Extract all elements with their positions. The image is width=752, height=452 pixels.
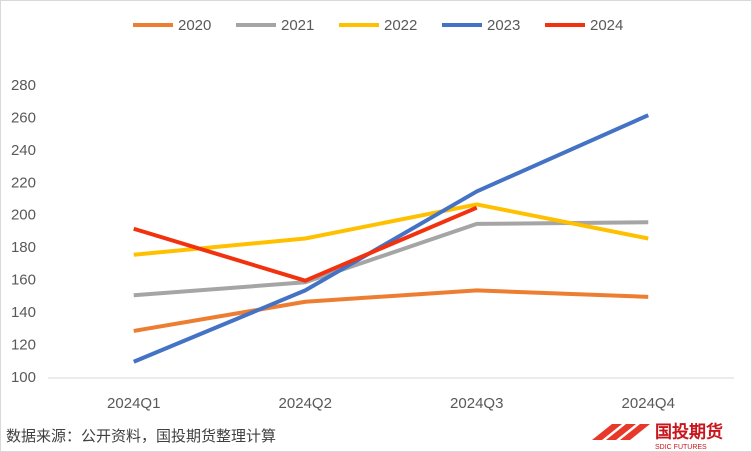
legend-label: 2023	[487, 17, 520, 34]
y-tick-label: 200	[11, 207, 36, 224]
series-line	[133, 202, 649, 257]
x-tick-label: 2024Q2	[279, 395, 332, 412]
logo-text: 国投期货	[655, 421, 723, 441]
legend-label: 2020	[178, 17, 211, 34]
series-line	[133, 288, 649, 333]
y-tick-label: 240	[11, 142, 36, 159]
x-tick-label: 2024Q1	[107, 395, 160, 412]
y-tick-label: 120	[11, 337, 36, 354]
legend-label: 2021	[281, 17, 314, 34]
y-tick-label: 280	[11, 77, 36, 94]
y-tick-label: 180	[11, 239, 36, 256]
y-tick-label: 220	[11, 174, 36, 191]
source-note: 数据来源：公开资料，国投期货整理计算	[6, 427, 276, 445]
legend-label: 2022	[384, 17, 417, 34]
x-tick-label: 2024Q3	[450, 395, 503, 412]
y-tick-label: 100	[11, 369, 36, 386]
y-tick-label: 140	[11, 304, 36, 321]
logo-subtext: SDIC FUTURES	[655, 444, 707, 451]
series-line	[133, 205, 478, 283]
legend-label: 2024	[590, 17, 623, 34]
x-tick-label: 2024Q4	[622, 395, 675, 412]
y-tick-label: 260	[11, 109, 36, 126]
series-line	[132, 113, 650, 364]
y-tick-label: 160	[11, 272, 36, 289]
logo-icon	[592, 424, 650, 440]
